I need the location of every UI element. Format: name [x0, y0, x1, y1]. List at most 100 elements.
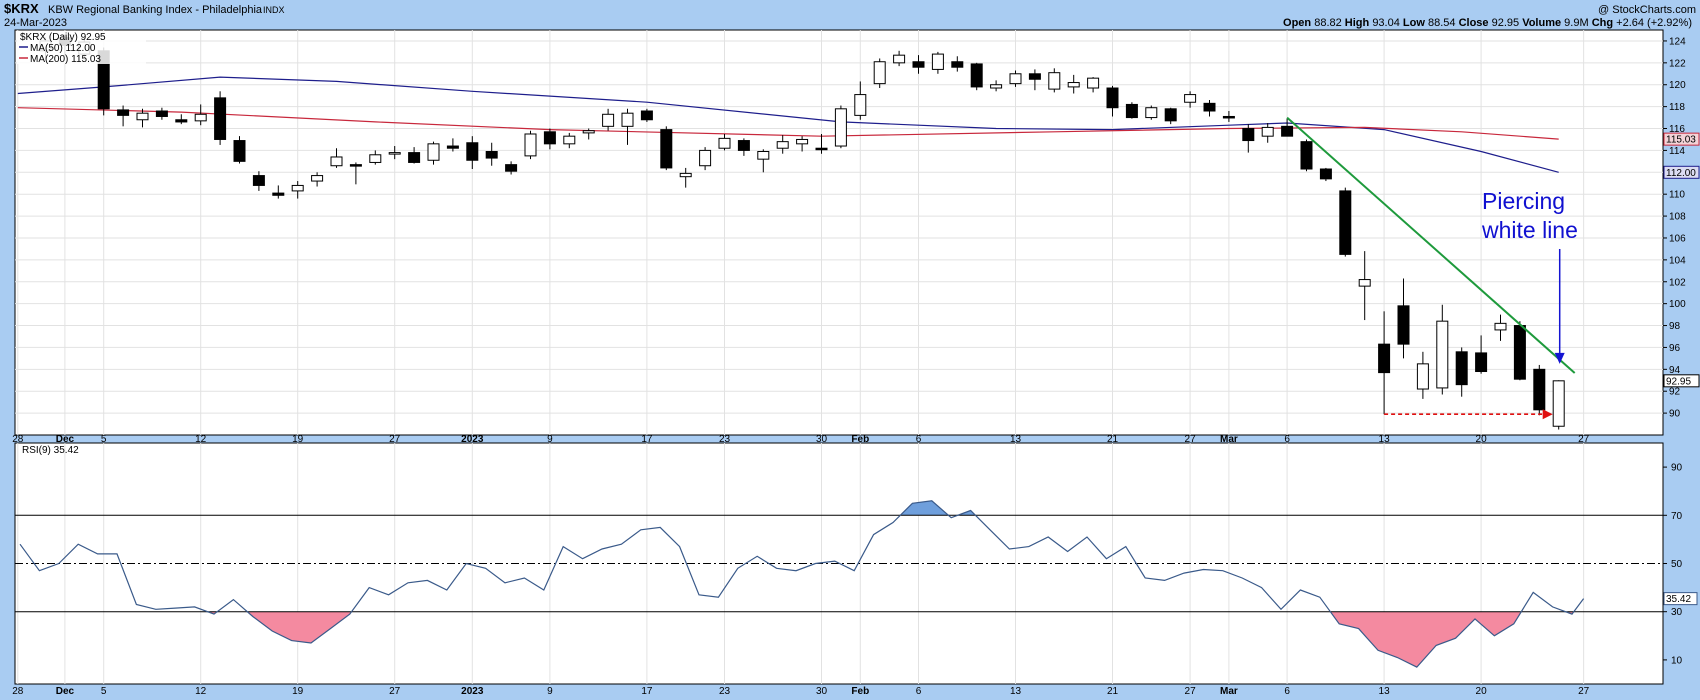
x-tick-label: 5 — [101, 434, 107, 445]
candle-down — [1533, 368, 1546, 411]
ma200-line — [17, 107, 1559, 140]
price-annotations — [1286, 116, 1576, 420]
candle-up — [621, 112, 634, 127]
candle-down — [408, 152, 421, 163]
x-tick-label: 2023 — [461, 686, 484, 697]
x-tick-label: 17 — [641, 686, 653, 697]
x-tick-label: 27 — [389, 686, 401, 697]
rsi-y-tick-label: 10 — [1671, 655, 1683, 666]
candle-up — [757, 151, 770, 160]
candle-down — [1300, 141, 1313, 170]
candle-up — [1416, 363, 1429, 390]
price-y-tick-label: 118 — [1669, 102, 1685, 113]
x-tick-label: 5 — [101, 686, 107, 697]
candle-up — [388, 152, 401, 155]
x-tick-label: 27 — [1578, 434, 1590, 445]
candle-down — [970, 63, 983, 88]
x-tick-label: 9 — [547, 686, 553, 697]
candle-down — [1203, 102, 1216, 112]
header-symbol: $KRX — [4, 1, 39, 16]
candle-up — [1048, 72, 1061, 90]
close-badge-label: 92.95 — [1666, 376, 1691, 387]
rsi-y-axis: 10 30 50 70 90 — [1663, 463, 1683, 666]
candle-up — [330, 156, 343, 167]
candle-down — [1242, 128, 1255, 142]
candle-down — [1513, 325, 1526, 380]
candle-down — [446, 145, 459, 149]
price-y-tick-label: 90 — [1669, 409, 1681, 420]
candle-up — [931, 53, 944, 70]
chg-label: Chg — [1592, 17, 1613, 29]
candle-up — [1358, 279, 1371, 287]
rsi-value-badge — [1663, 592, 1698, 606]
low-value: 88.54 — [1428, 17, 1456, 29]
x-tick-label: Mar — [1220, 434, 1238, 445]
candle-down — [1319, 168, 1332, 180]
candle-down — [1397, 305, 1410, 345]
rsi-badge: 35.42 — [1663, 592, 1698, 606]
ma200-badge — [1663, 132, 1700, 146]
candle-down — [1455, 351, 1468, 386]
watermark: @ StockCharts.com — [1598, 4, 1696, 16]
candle-down — [1222, 115, 1235, 119]
x-tick-label: 21 — [1107, 434, 1119, 445]
candle-down — [543, 131, 556, 145]
chg-value: +2.64 (+2.92%) — [1616, 17, 1692, 29]
legend-ma50: MA(50) 112.00 — [30, 43, 96, 54]
close-label: Close — [1459, 17, 1489, 29]
x-tick-label: 12 — [195, 434, 207, 445]
rsi-y-tick-label: 90 — [1671, 463, 1683, 474]
candle-up — [427, 143, 440, 161]
candle-up — [1494, 322, 1507, 331]
header-exchange: INDX — [263, 5, 285, 15]
x-tick-label: Mar — [1220, 686, 1238, 697]
candle-up — [834, 108, 847, 147]
x-tick-label: 20 — [1476, 686, 1488, 697]
candle-down — [117, 109, 130, 116]
price-y-tick-label: 102 — [1669, 277, 1686, 288]
candle-down — [1164, 108, 1177, 122]
open-label: Open — [1283, 17, 1311, 29]
x-tick-label: 23 — [719, 434, 731, 445]
x-tick-label: Feb — [851, 434, 869, 445]
x-tick-label: 13 — [1010, 434, 1022, 445]
x-tick-label: 13 — [1010, 686, 1022, 697]
price-legend-box — [17, 31, 146, 64]
close-badge — [1663, 374, 1700, 388]
candle-down — [233, 140, 246, 162]
candle-down — [1475, 352, 1488, 373]
x-tick-label: 28 — [12, 434, 24, 445]
candle-up — [602, 113, 615, 127]
rsi-overbought-fill — [900, 500, 949, 516]
candle-up — [291, 184, 304, 192]
x-tick-label: 30 — [816, 686, 828, 697]
candle-down — [815, 147, 828, 151]
trendline — [1286, 116, 1576, 374]
annotation-line2: white line — [1481, 217, 1578, 243]
legend-rsi: RSI(9) 35.42 — [22, 445, 79, 456]
rsi-series-line — [19, 500, 1585, 668]
price-y-tick-label: 110 — [1669, 190, 1685, 201]
candle-up — [679, 172, 692, 178]
x-tick-label: 28 — [12, 686, 24, 697]
price-badges: 115.03 112.00 92.95 — [1663, 132, 1700, 388]
candle-up — [990, 84, 1003, 89]
candle-up — [796, 138, 809, 145]
price-y-tick-label: 106 — [1669, 233, 1686, 244]
candle-down — [485, 151, 498, 159]
x-tick-label: 20 — [1476, 434, 1488, 445]
candle-down — [1378, 343, 1391, 374]
x-tick-label: 9 — [547, 434, 553, 445]
ma50-badge — [1663, 165, 1700, 179]
moving-averages — [17, 76, 1559, 173]
high-label: High — [1345, 17, 1370, 29]
candle-down — [349, 164, 362, 167]
candle-up — [699, 149, 712, 167]
price-y-tick-label: 122 — [1669, 58, 1686, 69]
candle-up — [1436, 320, 1449, 389]
candle-down — [951, 61, 964, 68]
legend-price: $KRX (Daily) 92.95 — [20, 32, 106, 43]
price-y-tick-label: 100 — [1669, 299, 1686, 310]
price-y-tick-label: 120 — [1669, 80, 1686, 91]
